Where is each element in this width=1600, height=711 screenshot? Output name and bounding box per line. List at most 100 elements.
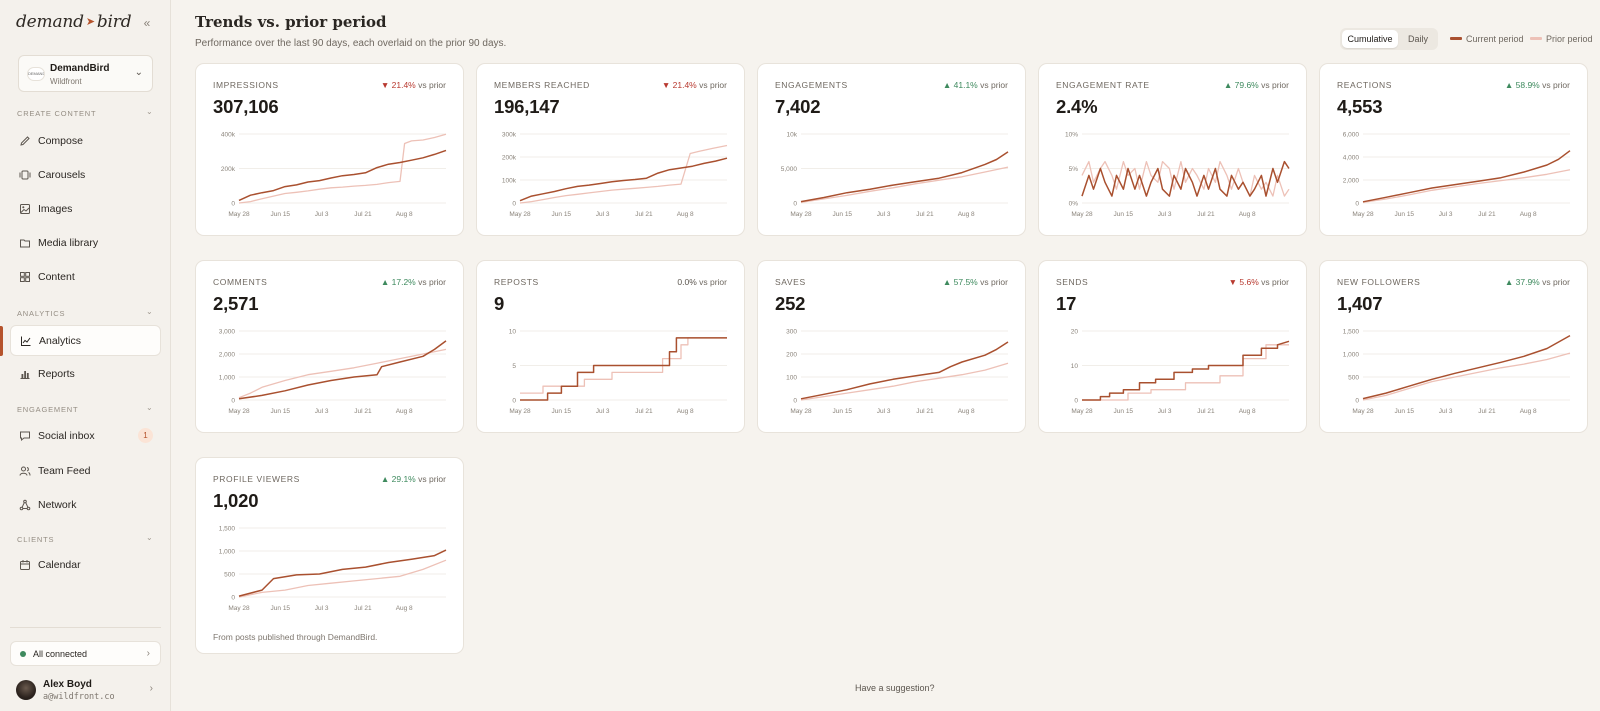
- sidebar-item-label: Analytics: [39, 335, 82, 347]
- x-tick-label: Aug 8: [677, 408, 694, 415]
- section-label-analytics: ANALYTICS: [17, 309, 66, 318]
- chevron-down-icon: ⌄: [134, 67, 143, 78]
- metric-card[interactable]: SENDS ▼ 5.6% vs prior 17 0 10 20 May 28 Jun 15 J…: [1038, 260, 1307, 433]
- trend-down-icon: ▼: [1228, 277, 1240, 287]
- y-tick-label: 0: [793, 398, 797, 405]
- metric-card[interactable]: MEMBERS REACHED ▼ 21.4% vs prior 196,147 0 1…: [476, 63, 745, 236]
- sparkline-chart: 0 2,000 4,000 6,000 May 28 Jun 15 Jul 3 Jul 21 A…: [1343, 132, 1571, 218]
- network-icon: [19, 499, 31, 511]
- connection-status[interactable]: All connected ›: [10, 641, 161, 666]
- legend-label-current: Current period: [1466, 34, 1524, 44]
- y-tick-label: 2,000: [219, 352, 236, 359]
- sidebar-item-compose[interactable]: Compose: [10, 126, 161, 157]
- series-line-prior: [1362, 352, 1571, 401]
- users-icon: [19, 466, 31, 476]
- x-tick-label: Jul 3: [1158, 408, 1172, 415]
- sidebar-item-media-library[interactable]: Media library: [10, 228, 161, 259]
- chevron-down-icon[interactable]: ⌄: [146, 107, 153, 116]
- collapse-sidebar-icon[interactable]: «: [143, 16, 151, 30]
- user-menu[interactable]: Alex Boyd a@wildfront.co ›: [10, 676, 161, 706]
- chevron-down-icon[interactable]: ⌄: [146, 533, 153, 542]
- metric-card[interactable]: ENGAGEMENT RATE ▲ 79.6% vs prior 2.4% 0% 5% 1…: [1038, 63, 1307, 236]
- metric-card[interactable]: IMPRESSIONS ▼ 21.4% vs prior 307,106 0 200k 4…: [195, 63, 464, 236]
- x-tick-label: Jun 15: [271, 408, 291, 415]
- account-switcher[interactable]: DEMAND BIRD DemandBird Wildfront ⌄: [18, 55, 153, 92]
- sidebar-item-content[interactable]: Content: [10, 262, 161, 293]
- sidebar-item-analytics[interactable]: Analytics: [10, 325, 161, 356]
- app-logo[interactable]: demand ➤ bird: [16, 12, 132, 32]
- y-tick-label: 200: [786, 352, 797, 359]
- metric-delta: ▲ 41.1% vs prior: [943, 80, 1008, 90]
- x-tick-label: Jul 21: [1197, 211, 1215, 218]
- y-tick-label: 400k: [221, 132, 236, 139]
- metric-card[interactable]: SAVES ▲ 57.5% vs prior 252 0 100 200 300 May 28…: [757, 260, 1026, 433]
- delta-suffix: vs prior: [1542, 80, 1570, 90]
- section-label-engagement: ENGAGEMENT: [17, 405, 79, 414]
- x-tick-label: Jul 3: [315, 211, 329, 218]
- sidebar-item-social-inbox[interactable]: Social inbox 1: [10, 421, 161, 452]
- y-tick-label: 1,000: [219, 549, 236, 556]
- sidebar-item-network[interactable]: Network: [10, 490, 161, 521]
- delta-suffix: vs prior: [418, 277, 446, 287]
- x-tick-label: Aug 8: [1239, 408, 1256, 415]
- avatar: [16, 680, 36, 700]
- y-tick-label: 0: [1355, 201, 1359, 208]
- metric-card[interactable]: PROFILE VIEWERS ▲ 29.1% vs prior 1,020 0 500…: [195, 457, 464, 654]
- y-tick-label: 200k: [502, 155, 517, 162]
- trend-up-icon: ▲: [380, 277, 392, 287]
- y-tick-label: 5: [512, 363, 516, 370]
- delta-percent: 79.6%: [1234, 80, 1259, 90]
- logo-arrow-icon: ➤: [85, 15, 95, 28]
- y-tick-label: 10%: [1065, 132, 1078, 139]
- delta-suffix: vs prior: [1261, 277, 1289, 287]
- account-workspace: Wildfront: [50, 77, 82, 86]
- sidebar-item-label: Social inbox: [38, 430, 95, 442]
- metric-card[interactable]: COMMENTS ▲ 17.2% vs prior 2,571 0 1,000 2,000…: [195, 260, 464, 433]
- metric-title: SAVES: [775, 277, 806, 287]
- delta-percent: 21.4%: [391, 80, 416, 90]
- metric-card[interactable]: ENGAGEMENTS ▲ 41.1% vs prior 7,402 0 5,000 10…: [757, 63, 1026, 236]
- sidebar-item-label: Compose: [38, 135, 83, 147]
- x-tick-label: Jul 21: [354, 408, 372, 415]
- x-tick-label: Jul 3: [1439, 211, 1453, 218]
- metric-value: 252: [775, 293, 806, 314]
- x-tick-label: Aug 8: [677, 211, 694, 218]
- legend-swatch-prior: [1530, 37, 1542, 40]
- suggestion-link[interactable]: Have a suggestion?: [855, 683, 935, 693]
- metric-title: COMMENTS: [213, 277, 268, 287]
- x-tick-label: Jun 15: [1395, 211, 1415, 218]
- y-tick-label: 5,000: [781, 166, 798, 173]
- sidebar-item-calendar[interactable]: Calendar: [10, 550, 161, 581]
- sparkline-chart: 0 500 1,000 1,500 May 28 Jun 15 Jul 3 Jul 21 Aug…: [219, 526, 447, 612]
- y-tick-label: 1,000: [1343, 352, 1360, 359]
- x-tick-label: May 28: [790, 211, 812, 218]
- legend-current: Current period: [1450, 34, 1524, 44]
- chevron-down-icon[interactable]: ⌄: [146, 403, 153, 412]
- sidebar-item-team-feed[interactable]: Team Feed: [10, 456, 161, 487]
- chevron-down-icon[interactable]: ⌄: [146, 307, 153, 316]
- delta-percent: 37.9%: [1515, 277, 1540, 287]
- delta-percent: 21.4%: [672, 80, 697, 90]
- user-email: a@wildfront.co: [43, 692, 115, 702]
- metric-value: 17: [1056, 293, 1077, 314]
- metric-card[interactable]: NEW FOLLOWERS ▲ 37.9% vs prior 1,407 0 500 1,…: [1319, 260, 1588, 433]
- sidebar-item-carousels[interactable]: Carousels: [10, 160, 161, 191]
- sidebar-item-images[interactable]: Images: [10, 194, 161, 225]
- y-tick-label: 200k: [221, 166, 236, 173]
- delta-percent: 0.0%: [677, 277, 697, 287]
- metric-card[interactable]: REACTIONS ▲ 58.9% vs prior 4,553 0 2,000 4,00…: [1319, 63, 1588, 236]
- toggle-daily[interactable]: Daily: [1407, 34, 1428, 44]
- metric-delta: ▲ 37.9% vs prior: [1505, 277, 1570, 287]
- metric-value: 196,147: [494, 96, 560, 117]
- x-tick-label: Jul 21: [354, 605, 372, 612]
- sidebar-item-reports[interactable]: Reports: [10, 359, 161, 390]
- series-line-current: [800, 151, 1009, 203]
- trend-up-icon: ▲: [1504, 80, 1516, 90]
- x-tick-label: Jul 3: [315, 408, 329, 415]
- metric-card[interactable]: REPOSTS 0.0% vs prior 9 0 5 10 May 28 Jun 15 Jul…: [476, 260, 745, 433]
- unread-count-badge: 1: [138, 428, 153, 443]
- toggle-cumulative[interactable]: Cumulative: [1342, 30, 1398, 48]
- chevron-right-icon: ›: [149, 683, 153, 694]
- trend-down-icon: ▼: [380, 80, 392, 90]
- series-line-prior: [1081, 160, 1290, 197]
